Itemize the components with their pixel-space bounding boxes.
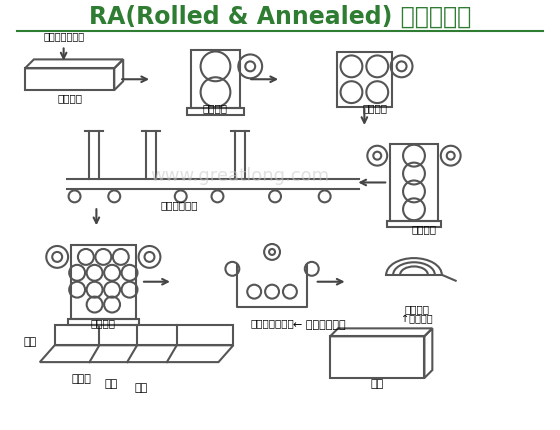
Text: 原箔: 原箔 — [24, 337, 36, 347]
Text: （精軋）: （精軋） — [91, 318, 116, 329]
Text: （熱軋）: （熱軋） — [203, 103, 228, 113]
Text: （面削）: （面削） — [362, 103, 387, 113]
Text: www.greatlong.com: www.greatlong.com — [151, 166, 330, 184]
Text: （溶層、鑄造）: （溶層、鑄造） — [43, 31, 84, 42]
Text: ↑原箔工程: ↑原箔工程 — [401, 314, 433, 324]
Bar — [186, 108, 244, 115]
Text: （退火酸洗）: （退火酸洗） — [160, 200, 198, 210]
Bar — [68, 319, 138, 325]
Text: （原箔）: （原箔） — [404, 304, 430, 314]
Bar — [390, 144, 438, 221]
Bar — [71, 245, 136, 319]
Text: 防鏽: 防鏽 — [134, 383, 148, 393]
Bar — [190, 50, 240, 108]
Text: （中軋）: （中軋） — [412, 224, 436, 234]
Text: ← 表面處理工程: ← 表面處理工程 — [293, 320, 346, 330]
Text: 成品: 成品 — [371, 379, 384, 389]
Bar — [337, 52, 391, 107]
Text: 粗化: 粗化 — [105, 379, 118, 389]
Text: 前處理: 前處理 — [72, 374, 91, 384]
Text: （脫脂、洗淨）: （脫脂、洗淨） — [250, 318, 294, 329]
Text: （鑄胚）: （鑄胚） — [57, 93, 82, 103]
Bar — [387, 221, 441, 227]
Text: RA(Rolled & Annealed) 銅生產流程: RA(Rolled & Annealed) 銅生產流程 — [89, 5, 471, 29]
